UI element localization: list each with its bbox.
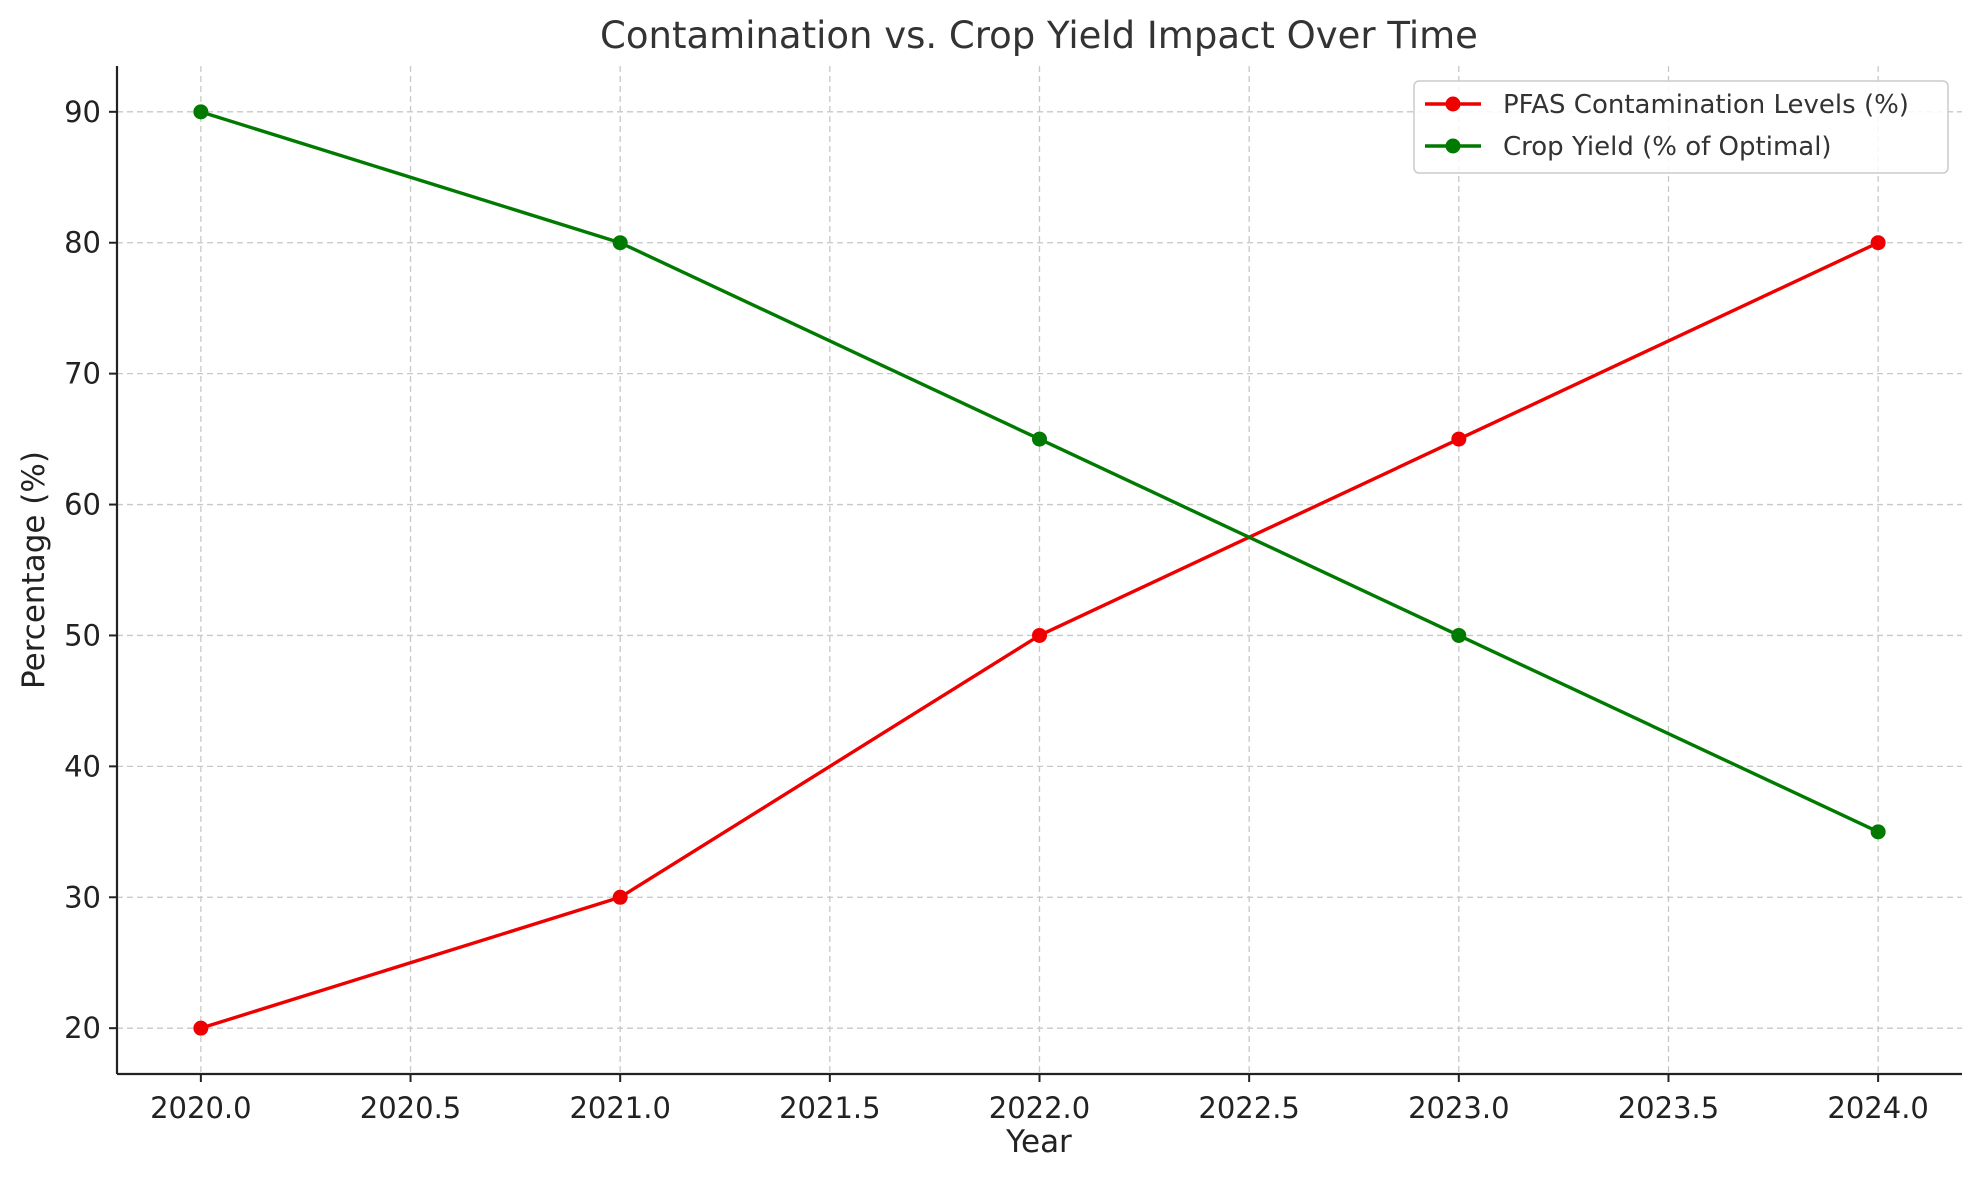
series-1 — [193, 235, 1886, 1036]
x-tick-label: 2020.0 — [150, 1091, 251, 1125]
x-tick-label: 2024.0 — [1827, 1091, 1928, 1125]
data-point — [1870, 235, 1886, 251]
chart-title: Contamination vs. Crop Yield Impact Over… — [600, 14, 1478, 57]
legend-label: PFAS Contamination Levels (%) — [1503, 90, 1909, 120]
data-point — [612, 235, 628, 251]
x-axis-label: Year — [1005, 1124, 1072, 1160]
legend-item: Crop Yield (% of Optimal) — [1425, 132, 1832, 162]
y-tick-label: 50 — [64, 618, 101, 652]
y-tick-label: 20 — [64, 1011, 101, 1045]
series-layer — [193, 104, 1886, 1036]
y-tick-label: 70 — [64, 357, 101, 391]
data-point — [612, 889, 628, 905]
legend-box — [1413, 80, 1949, 174]
legend-swatch-marker — [1445, 96, 1461, 112]
y-tick-label: 30 — [64, 880, 101, 914]
y-tick-label: 90 — [64, 95, 101, 129]
y-tick-label: 80 — [64, 226, 101, 260]
x-tick-label: 2022.0 — [989, 1091, 1090, 1125]
x-tick-label: 2021.0 — [569, 1091, 670, 1125]
legend-item: PFAS Contamination Levels (%) — [1425, 90, 1909, 120]
x-tick-label: 2023.5 — [1618, 1091, 1719, 1125]
x-tick-label: 2021.5 — [779, 1091, 880, 1125]
data-point — [193, 1020, 209, 1036]
series-2 — [193, 104, 1886, 840]
y-tick-label: 60 — [64, 488, 101, 522]
axes: 2020.0 2020.5 2021.0 2021.5 2022.0 2022.5 2023… — [64, 66, 1962, 1125]
x-tick-label: 2023.0 — [1408, 1091, 1509, 1125]
data-point — [193, 104, 209, 120]
data-point — [1032, 431, 1047, 447]
grid — [117, 66, 1962, 1074]
data-point — [1870, 824, 1886, 840]
data-point — [1451, 627, 1467, 643]
data-point — [1032, 627, 1047, 643]
legend: PFAS Contamination Levels (%) Crop Yield … — [1413, 80, 1949, 174]
legend-swatch-marker — [1445, 138, 1461, 154]
x-tick-label: 2022.5 — [1198, 1091, 1299, 1125]
data-point — [1451, 431, 1467, 447]
x-tick-label: 2020.5 — [360, 1091, 461, 1125]
legend-label: Crop Yield (% of Optimal) — [1503, 132, 1832, 162]
y-tick-label: 40 — [64, 749, 101, 783]
y-axis-label: Percentage (%) — [16, 451, 52, 689]
